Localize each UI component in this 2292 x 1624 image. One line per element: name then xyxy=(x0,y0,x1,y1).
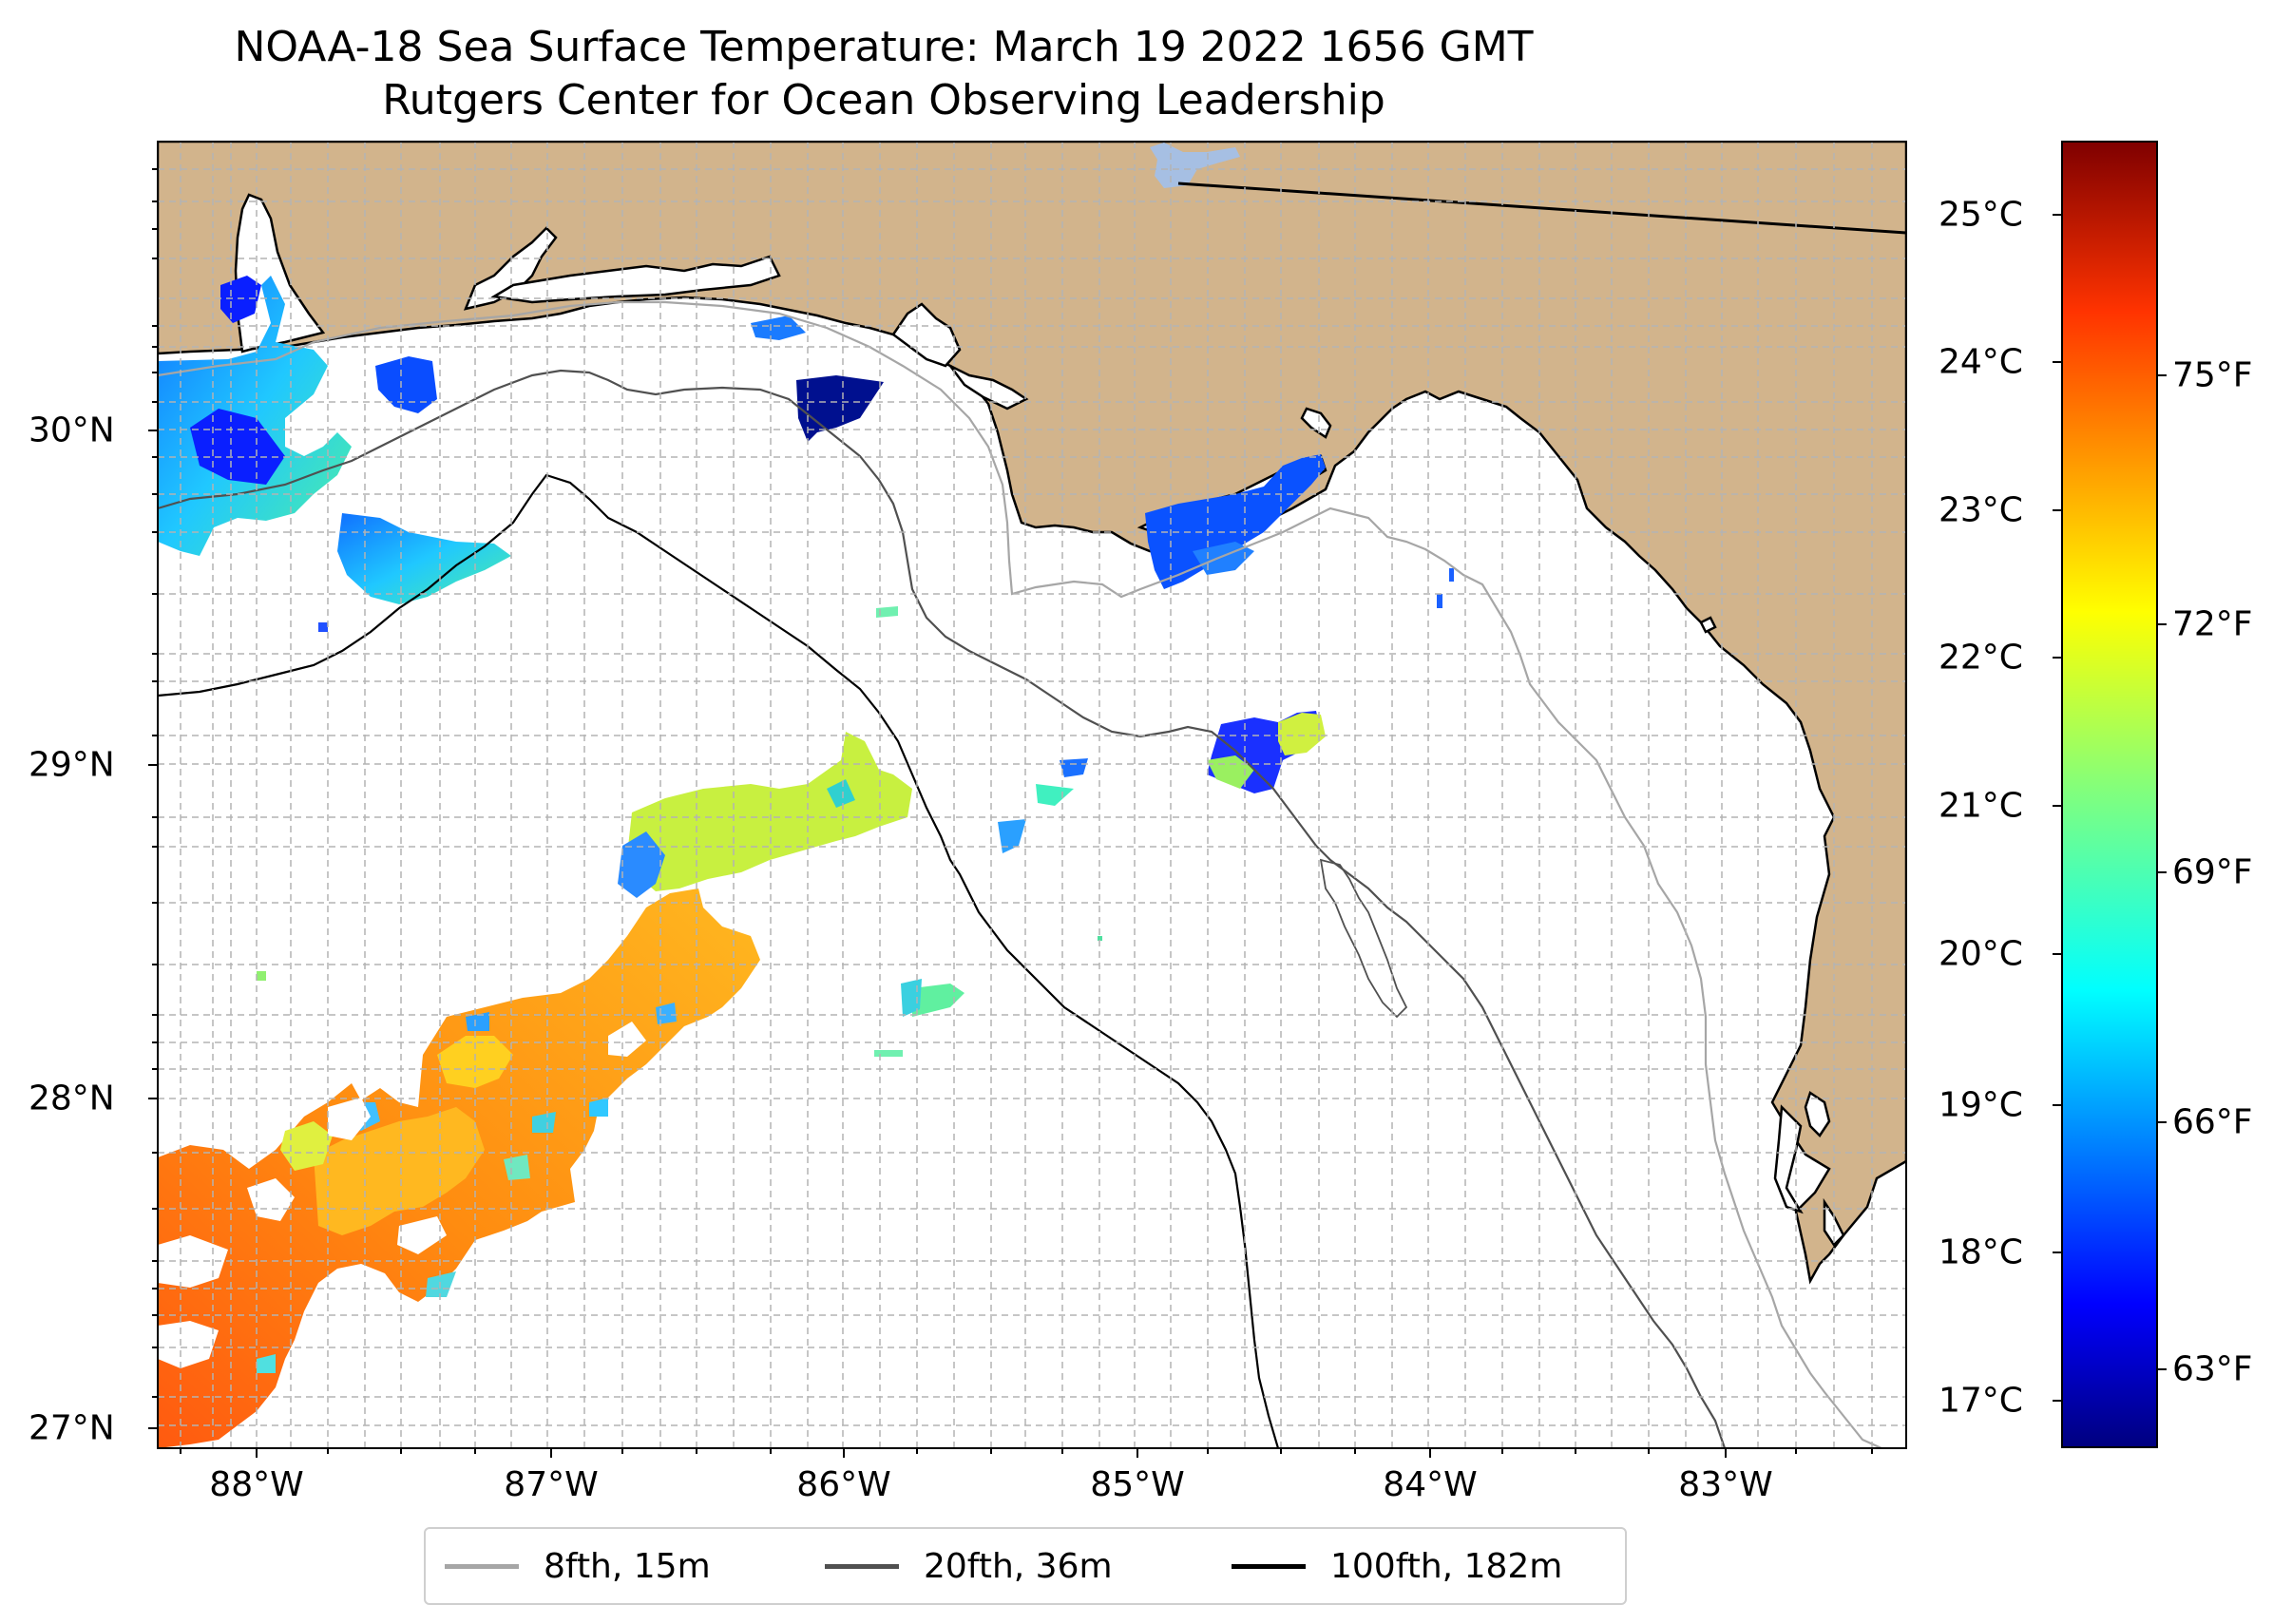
isobath-20fth xyxy=(158,369,1727,1448)
legend-item-20fth: 20fth, 36m xyxy=(825,1529,1113,1603)
legend-label: 20fth, 36m xyxy=(924,1546,1113,1586)
lon-label: 86°W xyxy=(796,1465,891,1504)
lon-label: 83°W xyxy=(1678,1465,1773,1504)
legend-line-8fth xyxy=(445,1563,519,1569)
colorbar-fahrenheit-label: 72°F xyxy=(2172,604,2253,644)
lake xyxy=(1150,143,1240,188)
colorbar-celsius-label: 25°C xyxy=(1939,195,2023,235)
lon-label: 85°W xyxy=(1090,1465,1185,1504)
legend-label: 8fth, 15m xyxy=(544,1546,711,1586)
land-mass xyxy=(158,142,1906,1285)
colorbar-fahrenheit-label: 66°F xyxy=(2172,1102,2253,1142)
lat-label: 27°N xyxy=(29,1408,115,1448)
colorbar-fahrenheit-label: 75°F xyxy=(2172,355,2253,395)
gridlines xyxy=(158,142,1906,1448)
legend-item-8fth: 8fth, 15m xyxy=(445,1529,711,1603)
lon-label: 84°W xyxy=(1383,1465,1478,1504)
legend-label: 100fth, 182m xyxy=(1330,1546,1563,1586)
lat-label: 29°N xyxy=(29,745,115,785)
legend-line-100fth xyxy=(1232,1563,1306,1569)
map-frame xyxy=(157,141,1907,1449)
map-area xyxy=(158,142,1906,1448)
colorbar-celsius-label: 20°C xyxy=(1939,934,2023,974)
axis-ticks xyxy=(148,168,1873,1458)
lat-label: 30°N xyxy=(29,411,115,450)
sst-data xyxy=(158,276,1454,1448)
colorbar-celsius-label: 19°C xyxy=(1939,1085,2023,1125)
legend-item-100fth: 100fth, 182m xyxy=(1232,1529,1562,1603)
colorbar-celsius-label: 21°C xyxy=(1939,786,2023,826)
colorbar-ticks xyxy=(2053,214,2167,1402)
colorbar-celsius-label: 23°C xyxy=(1939,490,2023,530)
lon-label: 88°W xyxy=(209,1465,304,1504)
colorbar xyxy=(2061,141,2158,1448)
isobath-legend: 8fth, 15m 20fth, 36m 100fth, 182m xyxy=(424,1527,1627,1605)
isobath-8fth xyxy=(158,300,1882,1448)
isobath-100fth xyxy=(158,473,1280,1448)
isobath-20fth-shoals xyxy=(1319,858,1408,1019)
colorbar-celsius-label: 17°C xyxy=(1939,1381,2023,1421)
colorbar-celsius-label: 24°C xyxy=(1939,342,2023,382)
lat-label: 28°N xyxy=(29,1079,115,1118)
legend-line-20fth xyxy=(825,1563,899,1569)
colorbar-celsius-label: 18°C xyxy=(1939,1232,2023,1272)
chart-subtitle: Rutgers Center for Ocean Observing Leade… xyxy=(382,76,1385,124)
colorbar-fahrenheit-label: 63°F xyxy=(2172,1349,2253,1389)
colorbar-fahrenheit-label: 69°F xyxy=(2172,852,2253,892)
chart-title: NOAA-18 Sea Surface Temperature: March 1… xyxy=(234,23,1534,71)
isobaths xyxy=(158,300,1882,1448)
state-border xyxy=(1177,182,1906,235)
colorbar-celsius-label: 22°C xyxy=(1939,638,2023,678)
lon-label: 87°W xyxy=(504,1465,599,1504)
